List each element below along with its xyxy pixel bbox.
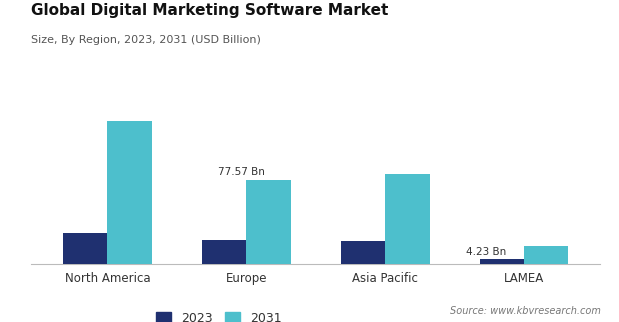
Bar	[385, 175, 430, 264]
Text: Size, By Region, 2023, 2031 (USD Billion): Size, By Region, 2023, 2031 (USD Billion…	[31, 35, 261, 45]
Text: Source: www.kbvresearch.com: Source: www.kbvresearch.com	[449, 306, 600, 316]
Bar	[340, 241, 385, 264]
Bar	[63, 233, 107, 264]
Bar	[480, 260, 524, 264]
Bar	[246, 180, 291, 264]
Bar	[202, 240, 246, 264]
Bar	[107, 121, 152, 264]
Text: 77.57 Bn: 77.57 Bn	[219, 167, 265, 177]
Text: Global Digital Marketing Software Market: Global Digital Marketing Software Market	[31, 3, 388, 18]
Text: 4.23 Bn: 4.23 Bn	[466, 247, 506, 257]
Bar	[524, 246, 568, 264]
Legend: 2023, 2031: 2023, 2031	[151, 307, 287, 322]
